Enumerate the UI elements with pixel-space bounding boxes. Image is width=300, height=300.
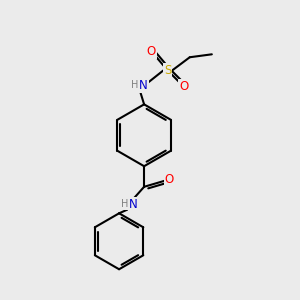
- Text: N: N: [139, 79, 148, 92]
- Text: O: O: [179, 80, 188, 93]
- Text: N: N: [129, 198, 138, 211]
- Text: S: S: [164, 64, 171, 77]
- Text: O: O: [147, 45, 156, 58]
- Text: O: O: [164, 173, 174, 186]
- Text: H: H: [121, 200, 128, 209]
- Text: H: H: [131, 80, 138, 90]
